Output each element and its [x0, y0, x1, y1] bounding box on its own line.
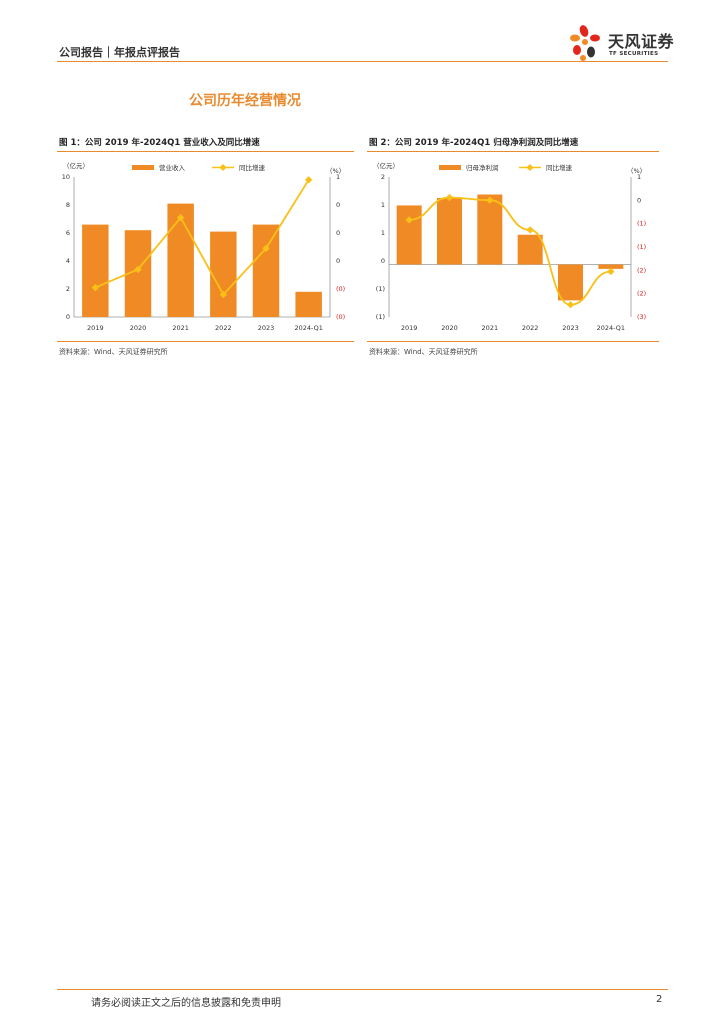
- y-tick-label: 2: [381, 173, 385, 181]
- y2-tick-label: 0: [336, 229, 340, 237]
- legend-bar-swatch: [132, 165, 154, 170]
- bar-2021: [167, 203, 194, 317]
- y-tick-label: 1: [381, 229, 385, 237]
- growth-point-2019: [91, 283, 100, 292]
- x-tick-label: 2023: [258, 324, 275, 332]
- legend-bar-label: 营业收入: [159, 163, 186, 172]
- bar-2019: [396, 205, 422, 265]
- y2-tick-label: (1): [637, 243, 646, 251]
- y-tick-label: 0: [66, 313, 70, 321]
- x-tick-label: 2023: [562, 324, 579, 332]
- bar-2023: [252, 224, 280, 317]
- y-tick-label: 6: [66, 229, 70, 237]
- y2-tick-label: 1: [336, 173, 340, 181]
- x-tick-label: 2019: [401, 324, 418, 332]
- figure-1-bottom-rule: [57, 341, 354, 342]
- legend-line-marker: [219, 163, 227, 172]
- bar-2022: [210, 231, 237, 317]
- figure-1-title: 图 1：公司 2019 年-2024Q1 营业收入及同比增速: [59, 138, 260, 148]
- x-tick-label: 2024-Q1: [294, 324, 322, 332]
- bar-2023: [557, 264, 584, 301]
- y2-tick-label: (2): [637, 266, 646, 274]
- y-tick-label: (1): [376, 313, 385, 321]
- y-tick-label: 4: [66, 257, 70, 265]
- y2-tick-label: (0): [336, 313, 345, 321]
- x-tick-label: 2020: [441, 324, 458, 332]
- y-tick-label: 1: [381, 201, 385, 209]
- bar-2019: [82, 224, 109, 317]
- y2-tick-label: (0): [336, 285, 345, 293]
- y-axis-unit-label: （亿元）: [373, 161, 399, 170]
- section-title: 公司历年经营情况: [189, 93, 301, 109]
- figure-2-chart: （亿元） （%） (1) (1) 0 1 1 2 (3) (2) (2) (1) (1) 0 1 2019 20…: [373, 161, 646, 332]
- page-number: 2: [656, 994, 663, 1005]
- header-divider: [57, 61, 668, 62]
- growth-point-2020: [445, 193, 454, 202]
- x-tick-label: 2022: [215, 324, 232, 332]
- bar-2021: [477, 194, 503, 265]
- growth-line: [94, 179, 310, 297]
- y-tick-label: 0: [381, 257, 385, 265]
- y-axis-unit-label: （亿元）: [63, 161, 89, 170]
- footer-divider: [57, 989, 668, 990]
- bar-2020: [436, 198, 463, 265]
- y2-tick-label: 1: [637, 173, 641, 181]
- y2-tick-label: (2): [637, 290, 646, 298]
- y2-tick-label: 0: [637, 196, 641, 204]
- y2-tick-label: 0: [336, 257, 340, 265]
- legend-bar-label: 归母净利润: [466, 163, 499, 172]
- x-tick-label: 2022: [522, 324, 539, 332]
- growth-point-2022: [219, 290, 228, 299]
- y2-axis-unit-label: （%）: [326, 167, 345, 175]
- legend-bar-swatch: [439, 165, 461, 170]
- brand-logo: 天风证券 TF SECURITIES: [568, 24, 678, 62]
- legend-line-label: 同比增速: [546, 163, 573, 172]
- bar-2022: [517, 234, 543, 265]
- y2-axis-unit-label: （%）: [627, 167, 646, 175]
- report-breadcrumb: 公司报告｜年报点评报告: [59, 46, 180, 59]
- growth-point-2023: [262, 244, 270, 253]
- logo-name-en: TF SECURITIES: [609, 51, 659, 57]
- y2-tick-label: (1): [637, 220, 646, 228]
- figure-2-bottom-rule: [367, 341, 659, 342]
- bar-2024-Q1: [598, 264, 624, 269]
- logo-name-cn: 天风证券: [608, 32, 675, 51]
- figure-2-title: 图 2：公司 2019 年-2024Q1 归母净利润及同比增速: [369, 138, 579, 148]
- figure-1-source: 资料来源：Wind、天风证券研究所: [59, 348, 168, 356]
- y-tick-label: 8: [66, 201, 70, 209]
- bar-2024-Q1: [295, 291, 322, 317]
- x-tick-label: 2021: [482, 324, 499, 332]
- footer-disclaimer: 请务必阅读正文之后的信息披露和免责申明: [91, 998, 281, 1009]
- legend-line-marker: [526, 163, 534, 172]
- flower-logo-icon: [570, 25, 600, 61]
- growth-point-2024-Q1: [607, 267, 615, 276]
- x-tick-label: 2021: [172, 324, 189, 332]
- x-tick-label: 2024-Q1: [597, 324, 625, 332]
- y-tick-label: (1): [376, 285, 385, 293]
- figure-1-top-rule: [57, 151, 354, 152]
- x-tick-label: 2019: [87, 324, 104, 332]
- growth-point-2023: [566, 301, 575, 309]
- legend-line-label: 同比增速: [239, 163, 266, 172]
- y2-tick-label: (3): [637, 313, 646, 321]
- y-tick-label: 2: [66, 285, 70, 293]
- y-tick-label: 10: [62, 173, 70, 181]
- figure-2-top-rule: [367, 151, 659, 152]
- figure-2-source: 资料来源：Wind、天风证券研究所: [369, 348, 478, 356]
- y2-tick-label: 0: [336, 201, 340, 209]
- growth-point-2022: [526, 226, 534, 234]
- x-tick-label: 2020: [130, 324, 147, 332]
- figure-1-chart: （亿元） （%） 0 2 4 6 8 10 (0) (0) 0 0 0 1 2019 2020 2021 2022…: [62, 161, 346, 332]
